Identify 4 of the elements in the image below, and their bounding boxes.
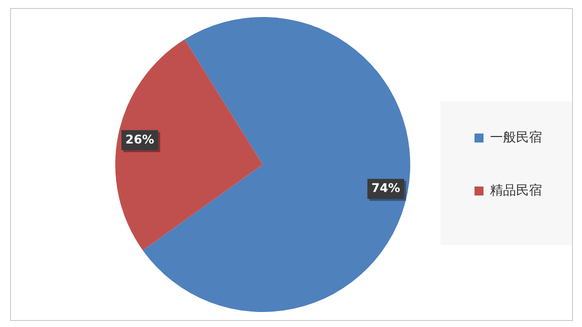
data-label: 26% — [125, 132, 154, 146]
legend-label: 一般民宿 — [490, 129, 542, 146]
data-label: 74% — [371, 180, 400, 195]
legend-label: 精品民宿 — [490, 182, 542, 198]
